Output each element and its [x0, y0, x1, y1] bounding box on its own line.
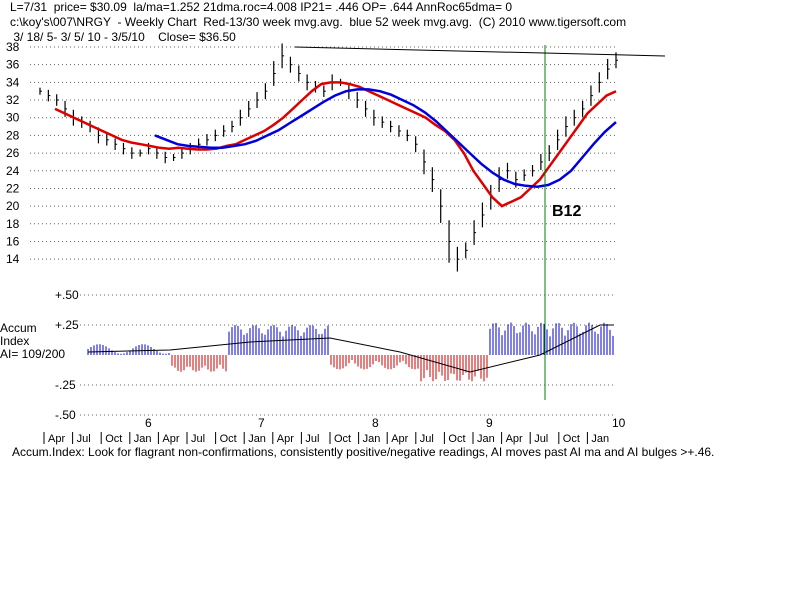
year-label: 6 [145, 416, 152, 430]
price-grid [30, 46, 616, 260]
month-label: Apr [162, 433, 179, 445]
ai-tick-label: -.25 [55, 378, 76, 392]
ai-y-ticks: +.50 +.25 -.25 -.50 [55, 288, 79, 422]
ma-30-line [54, 81, 617, 208]
header-line-2: c:\koy's\007\NRGY - Weekly Chart Red-13/… [10, 15, 627, 29]
resistance-line [294, 46, 666, 57]
ma-52-line [154, 88, 617, 188]
month-label: Oct [220, 433, 237, 445]
price-bars [39, 43, 618, 272]
ai-tick-label: -.50 [55, 408, 76, 422]
month-label: Oct [448, 433, 465, 445]
month-label: Jul [191, 433, 205, 445]
ai-ma-line [87, 324, 614, 373]
month-label: Jan [591, 433, 609, 445]
header-line-3: 3/ 18/ 5- 3/ 5/ 10 - 3/5/10 Close= $36.5… [10, 30, 236, 44]
moving-averages [54, 81, 617, 208]
price-tick-label: 30 [6, 111, 20, 125]
month-label: Apr [506, 433, 523, 445]
price-tick-label: 14 [6, 252, 20, 266]
price-tick-label: 18 [6, 217, 20, 231]
price-y-ticks: 14 16 18 20 22 24 26 28 30 32 34 36 38 [6, 40, 20, 266]
price-tick-label: 26 [6, 146, 20, 160]
signal-label: B12 [552, 203, 581, 220]
month-label: Jul [305, 433, 319, 445]
month-label: Oct [563, 433, 580, 445]
year-label: 7 [258, 416, 265, 430]
price-tick-label: 22 [6, 181, 20, 195]
month-label: Jan [477, 433, 495, 445]
price-tick-label: 16 [6, 234, 20, 248]
price-tick-label: 24 [6, 164, 20, 178]
ai-label-index: Index [0, 334, 30, 348]
ai-label-accum: Accum [0, 321, 37, 335]
month-label: Apr [391, 433, 408, 445]
month-label: Apr [277, 433, 294, 445]
time-axis: 6 7 8 9 10 Apr Jul Oct Jan Apr Jul Oct Jan Apr Jul Oct J… [43, 416, 626, 445]
price-tick-label: 32 [6, 93, 20, 107]
price-tick-label: 20 [6, 199, 20, 213]
month-label: Jul [420, 433, 434, 445]
ai-tick-label: +.25 [55, 318, 79, 332]
month-label: Jul [534, 433, 548, 445]
year-label: 8 [372, 416, 379, 430]
month-label: Jan [248, 433, 266, 445]
month-label: Apr [48, 433, 65, 445]
ai-bars [87, 322, 614, 382]
year-label: 10 [612, 416, 626, 430]
price-tick-label: 34 [6, 75, 20, 89]
header-line-1: L=7/31 price= $30.09 la/ma=1.252 21dma.r… [10, 0, 513, 14]
ai-label-value: AI= 109/200 [0, 347, 66, 361]
month-label: Oct [334, 433, 351, 445]
month-label: Jul [77, 433, 91, 445]
month-label: Oct [105, 433, 122, 445]
price-tick-label: 28 [6, 128, 20, 142]
footer-note: Accum.Index: Look for flagrant non-confi… [12, 445, 715, 459]
month-label: Jan [363, 433, 381, 445]
price-tick-label: 38 [6, 40, 20, 54]
month-label: Jan [134, 433, 152, 445]
year-label: 9 [486, 416, 493, 430]
price-tick-label: 36 [6, 58, 20, 72]
ai-tick-label: +.50 [55, 288, 79, 302]
ai-grid [80, 294, 616, 416]
